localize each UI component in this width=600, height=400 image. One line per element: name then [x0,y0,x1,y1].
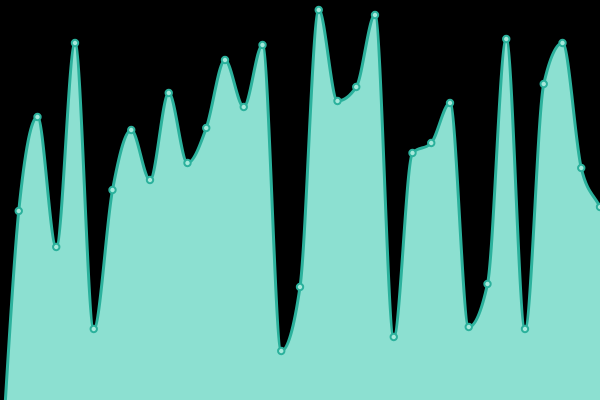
data-point-marker [333,96,342,106]
data-point-marker [220,55,230,65]
data-point-marker [183,158,192,168]
data-point-marker [202,123,211,133]
data-point-marker [164,88,173,98]
data-point-marker [52,242,61,252]
data-point-marker [70,38,80,48]
data-point-marker [277,346,286,356]
data-point-marker [464,322,473,332]
data-point-marker [314,5,323,15]
data-point-marker [520,324,530,334]
data-point-marker [445,98,455,108]
data-point-marker [352,82,361,92]
data-point-marker [389,332,398,342]
data-point-marker [427,138,436,148]
data-point-marker [89,324,98,334]
data-point-marker [145,175,155,185]
data-point-marker [258,40,267,50]
data-point-marker [127,125,136,135]
data-point-marker [408,148,417,158]
data-point-marker [108,185,117,195]
data-point-marker [14,206,23,216]
data-point-marker [577,163,586,173]
data-point-markers [14,5,600,356]
data-point-marker [239,102,248,112]
data-point-marker [483,279,492,289]
data-point-marker [295,282,305,292]
data-point-marker [33,112,42,122]
data-point-marker [539,79,548,89]
data-point-marker [558,38,567,48]
data-point-marker [502,34,511,44]
data-point-marker [370,10,380,20]
